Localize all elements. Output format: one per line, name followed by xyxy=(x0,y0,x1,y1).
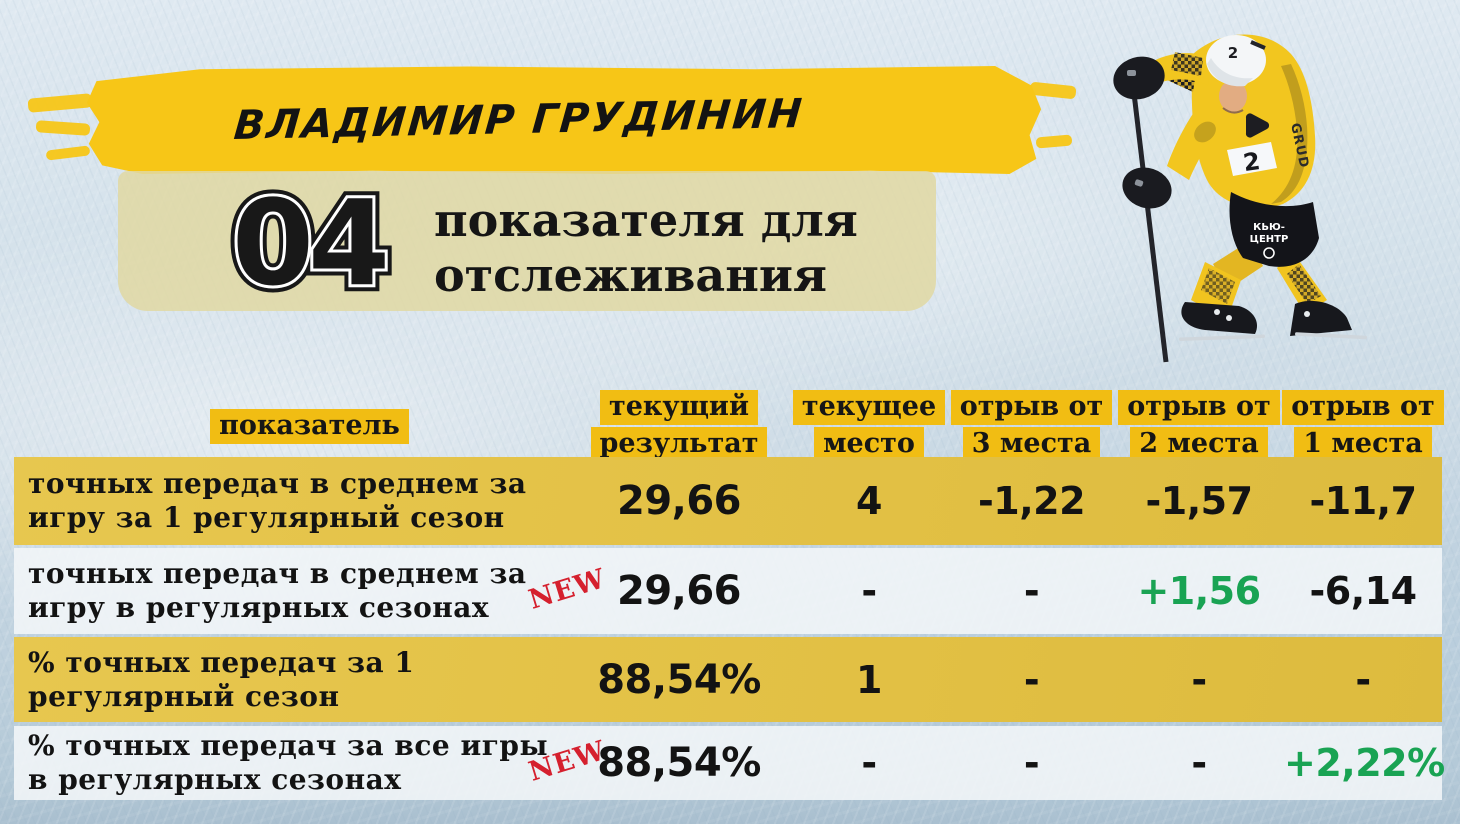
brush-streak xyxy=(27,93,93,113)
shorts-sponsor-line2: ЦЕНТР xyxy=(1250,234,1289,245)
header-cell-gap-3rd: отрыв от 3 места xyxy=(949,390,1114,462)
gap1-value: -11,7 xyxy=(1309,479,1417,523)
header-cell-indicator: показатель xyxy=(14,408,569,444)
header-label: отрыв от xyxy=(1118,390,1280,425)
result-value: 88,54% xyxy=(597,740,761,786)
count-number-art: 04 04 xyxy=(225,178,398,308)
player-front-leg xyxy=(1179,240,1265,341)
place-value: 4 xyxy=(856,479,882,523)
gap3-value: - xyxy=(1023,741,1040,785)
table-row: точных передач в среднем за игру за 1 ре… xyxy=(14,457,1442,545)
header-label: результат xyxy=(590,427,768,462)
place-value: - xyxy=(861,741,877,785)
count-box xyxy=(118,171,936,311)
metric-label: точных передач в среднем за игру за 1 ре… xyxy=(14,467,569,535)
table-header-row: показатель текущий результат текущее мес… xyxy=(14,390,1444,462)
count-number-outline: 04 xyxy=(232,178,385,308)
place-value: - xyxy=(861,569,877,613)
gap1-value: -6,14 xyxy=(1309,569,1417,613)
header-cell-gap-1st: отрыв от 1 места xyxy=(1282,390,1444,462)
metric-label-line1: % точных передач за 1 xyxy=(28,645,415,679)
player-helmet: 2 xyxy=(1206,35,1266,114)
jersey-number: 2 xyxy=(1242,147,1262,177)
gap3-value: -1,22 xyxy=(977,479,1086,523)
metric-label-line2: игру за 1 регулярный сезон xyxy=(28,501,505,534)
gap1-value: +2,22% xyxy=(1284,741,1445,785)
header-label: показатель xyxy=(210,408,409,444)
player-shorts: КЬЮ- ЦЕНТР xyxy=(1229,192,1319,267)
count-number: 04 xyxy=(232,178,385,308)
gap1-value: - xyxy=(1355,657,1371,702)
helmet-number: 2 xyxy=(1228,44,1238,62)
metric-label-line1: % точных передач за все игры xyxy=(28,729,549,762)
hockey-player-photo: GRUD 2 КЬЮ- ЦЕНТР xyxy=(1113,34,1367,363)
header-cell-current-result: текущий результат xyxy=(569,390,789,462)
player-lower-arm xyxy=(1122,90,1235,209)
table-row: точных передач в среднем за игру в регул… xyxy=(14,548,1442,634)
header-label: 1 места xyxy=(1294,427,1432,462)
header-cell-gap-2nd: отрыв от 2 места xyxy=(1114,390,1284,462)
header-cell-current-place: текущее место xyxy=(789,390,949,462)
player-name: ВЛАДИМИР ГРУДИНИН xyxy=(232,90,806,150)
gap2-value: -1,57 xyxy=(1145,479,1253,523)
header-label: место xyxy=(814,427,924,462)
metric-label-line1: точных передач в среднем за xyxy=(28,467,527,500)
club-logo-icon xyxy=(1245,113,1270,138)
metric-label-line2: регулярный сезон xyxy=(28,679,340,713)
place-value: 1 xyxy=(856,657,882,702)
player-upper-arm xyxy=(1113,52,1209,100)
header-label: текущее xyxy=(792,390,946,425)
stats-table: показатель текущий результат текущее мес… xyxy=(14,390,1445,800)
metric-label-line1: точных передач в среднем за xyxy=(28,557,527,590)
metric-label: точных передач в среднем за игру в регул… xyxy=(14,557,569,625)
brush-streak xyxy=(45,145,91,161)
gap2-value: +1,56 xyxy=(1137,569,1261,613)
metric-label-line2: игру в регулярных сезонах xyxy=(28,591,490,624)
header-label: текущий xyxy=(600,390,758,425)
metric-label: % точных передач за все игры в регулярны… xyxy=(14,729,569,797)
header-label: 3 места xyxy=(962,427,1101,462)
result-value: 29,66 xyxy=(616,478,742,524)
gap3-value: - xyxy=(1023,569,1040,613)
header-label: 2 места xyxy=(1130,427,1268,462)
header-label: отрыв от xyxy=(950,390,1113,425)
hockey-stick xyxy=(1123,59,1169,363)
count-caption: показателя для отслеживания xyxy=(434,193,858,303)
count-caption-line2: отслеживания xyxy=(434,248,827,302)
brush-streak xyxy=(35,120,91,136)
shorts-sponsor-line1: КЬЮ- xyxy=(1253,222,1285,233)
player-name-banner: ВЛАДИМИР ГРУДИНИН xyxy=(86,66,1042,174)
metric-label-line2: в регулярных сезонах xyxy=(28,763,402,796)
count-caption-line1: показателя для xyxy=(434,193,858,247)
table-row: % точных передач за 1 регулярный сезон 8… xyxy=(14,637,1442,722)
result-value: 29,66 xyxy=(616,568,742,614)
table-row: % точных передач за все игры в регулярны… xyxy=(14,726,1445,800)
gap3-value: - xyxy=(1023,657,1040,702)
header-label: отрыв от xyxy=(1282,390,1444,425)
gap2-value: - xyxy=(1191,657,1207,702)
result-value: 88,54% xyxy=(597,656,761,703)
gap2-value: - xyxy=(1191,741,1207,785)
metric-label: % точных передач за 1 регулярный сезон xyxy=(14,646,569,714)
